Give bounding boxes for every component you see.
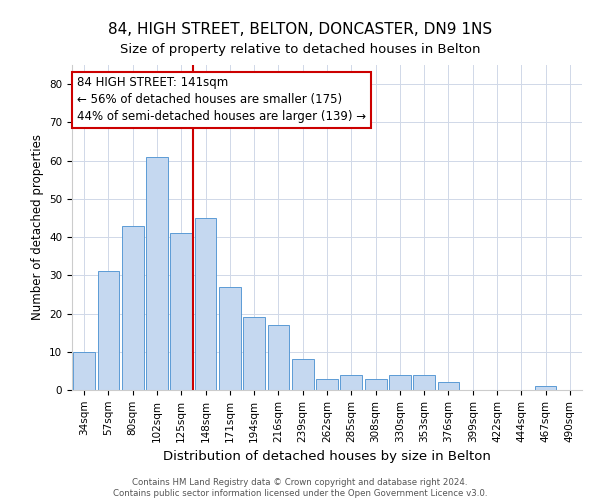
Bar bbox=[437, 382, 460, 390]
Bar bbox=[268, 325, 289, 390]
Bar bbox=[365, 378, 386, 390]
X-axis label: Distribution of detached houses by size in Belton: Distribution of detached houses by size … bbox=[163, 450, 491, 463]
Bar bbox=[243, 318, 265, 390]
Bar bbox=[122, 226, 143, 390]
Bar bbox=[170, 233, 192, 390]
Bar bbox=[292, 360, 314, 390]
Bar bbox=[340, 374, 362, 390]
Bar bbox=[73, 352, 95, 390]
Bar bbox=[219, 287, 241, 390]
Bar bbox=[535, 386, 556, 390]
Text: 84 HIGH STREET: 141sqm
← 56% of detached houses are smaller (175)
44% of semi-de: 84 HIGH STREET: 141sqm ← 56% of detached… bbox=[77, 76, 366, 124]
Text: Contains HM Land Registry data © Crown copyright and database right 2024.
Contai: Contains HM Land Registry data © Crown c… bbox=[113, 478, 487, 498]
Bar bbox=[97, 272, 119, 390]
Text: 84, HIGH STREET, BELTON, DONCASTER, DN9 1NS: 84, HIGH STREET, BELTON, DONCASTER, DN9 … bbox=[108, 22, 492, 38]
Bar bbox=[389, 374, 411, 390]
Bar bbox=[316, 378, 338, 390]
Text: Size of property relative to detached houses in Belton: Size of property relative to detached ho… bbox=[120, 42, 480, 56]
Y-axis label: Number of detached properties: Number of detached properties bbox=[31, 134, 44, 320]
Bar bbox=[194, 218, 217, 390]
Bar bbox=[413, 374, 435, 390]
Bar bbox=[146, 157, 168, 390]
